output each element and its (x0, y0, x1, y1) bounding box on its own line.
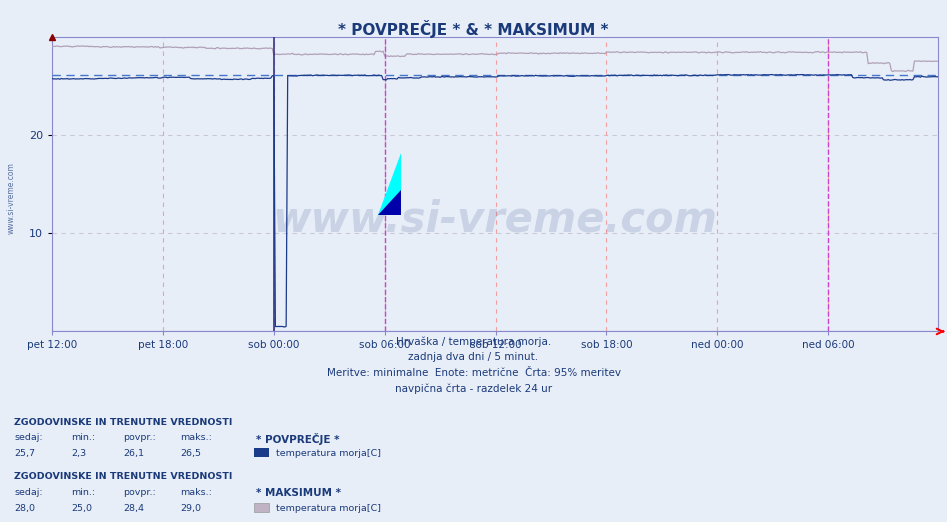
Text: zadnja dva dni / 5 minut.: zadnja dva dni / 5 minut. (408, 352, 539, 362)
Text: maks.:: maks.: (180, 433, 212, 442)
Text: maks.:: maks.: (180, 488, 212, 497)
Text: * POVPREČJE * & * MAKSIMUM *: * POVPREČJE * & * MAKSIMUM * (338, 20, 609, 38)
Text: 2,3: 2,3 (71, 449, 86, 458)
Text: povpr.:: povpr.: (123, 433, 156, 442)
Text: 25,7: 25,7 (14, 449, 35, 458)
Text: * POVPREČJE *: * POVPREČJE * (256, 433, 339, 445)
Text: min.:: min.: (71, 433, 95, 442)
Text: navpična črta - razdelek 24 ur: navpična črta - razdelek 24 ur (395, 384, 552, 394)
Text: 26,1: 26,1 (123, 449, 144, 458)
Text: sedaj:: sedaj: (14, 488, 43, 497)
Text: sedaj:: sedaj: (14, 433, 43, 442)
Text: 28,4: 28,4 (123, 504, 144, 513)
Text: temperatura morja[C]: temperatura morja[C] (276, 449, 381, 458)
Text: min.:: min.: (71, 488, 95, 497)
Text: povpr.:: povpr.: (123, 488, 156, 497)
Text: * MAKSIMUM *: * MAKSIMUM * (256, 488, 341, 498)
Polygon shape (378, 153, 402, 216)
Text: 29,0: 29,0 (180, 504, 201, 513)
Text: ZGODOVINSKE IN TRENUTNE VREDNOSTI: ZGODOVINSKE IN TRENUTNE VREDNOSTI (14, 418, 233, 426)
Text: 28,0: 28,0 (14, 504, 35, 513)
Polygon shape (378, 191, 402, 216)
Text: temperatura morja[C]: temperatura morja[C] (276, 504, 381, 513)
Text: ZGODOVINSKE IN TRENUTNE VREDNOSTI: ZGODOVINSKE IN TRENUTNE VREDNOSTI (14, 472, 233, 481)
Text: 25,0: 25,0 (71, 504, 92, 513)
Text: Meritve: minimalne  Enote: metrične  Črta: 95% meritev: Meritve: minimalne Enote: metrične Črta:… (327, 368, 620, 378)
Text: Hrvaška / temperatura morja.: Hrvaška / temperatura morja. (396, 337, 551, 347)
Text: 26,5: 26,5 (180, 449, 201, 458)
Text: www.si-vreme.com: www.si-vreme.com (273, 198, 717, 241)
Text: www.si-vreme.com: www.si-vreme.com (7, 162, 16, 234)
